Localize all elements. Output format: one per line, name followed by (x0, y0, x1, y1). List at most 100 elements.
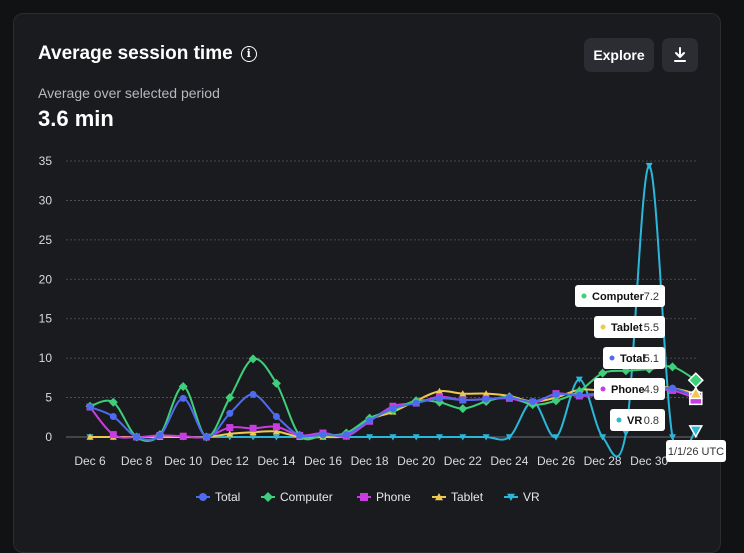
data-point-computer (668, 362, 677, 372)
data-point-total (669, 384, 676, 392)
x-tick-label: Dec 22 (444, 454, 482, 468)
legend-label-phone: Phone (376, 490, 411, 504)
x-tick-label: Dec 12 (211, 454, 249, 468)
hover-point-computer (687, 372, 704, 389)
data-point-total (575, 391, 583, 399)
data-point-computer (178, 382, 188, 392)
data-point-vr (366, 434, 374, 441)
x-tick-label: Dec 6 (74, 454, 106, 468)
data-point-total (552, 390, 560, 398)
tooltip-value: 0.8 (644, 415, 659, 427)
x-tick-label: Dec 8 (121, 454, 153, 468)
legend-marker-tablet (435, 493, 443, 501)
tooltip-computer (575, 285, 665, 307)
data-point-total (366, 416, 374, 424)
data-point-total (156, 431, 164, 439)
y-tick-label: 15 (39, 312, 53, 326)
y-tick-label: 5 (45, 391, 52, 405)
data-point-computer (225, 393, 235, 403)
data-point-vr (645, 162, 653, 170)
data-point-vr (272, 434, 280, 441)
data-point-total (296, 431, 304, 439)
hover-date-label: 1/1/26 UTC (668, 446, 724, 458)
x-tick-label: Dec 26 (537, 454, 575, 468)
data-point-vr (436, 434, 443, 441)
data-point-total (482, 395, 490, 403)
data-point-total (389, 405, 397, 413)
data-point-computer (551, 396, 561, 406)
data-point-tablet (272, 427, 280, 435)
data-point-tablet (226, 430, 234, 437)
tooltip-dot (609, 355, 615, 361)
hover-date-badge (666, 440, 726, 462)
data-point-total (133, 433, 141, 441)
legend-label-vr: VR (523, 490, 540, 504)
data-point-total (505, 394, 513, 402)
data-point-total (203, 433, 210, 441)
data-point-vr (575, 376, 583, 383)
data-point-vr (459, 434, 467, 441)
tooltip-series-name: Computer (592, 291, 645, 303)
y-tick-label: 0 (45, 430, 52, 444)
data-point-computer (108, 397, 118, 407)
data-point-phone (226, 424, 234, 432)
data-point-computer (598, 368, 608, 378)
download-button[interactable] (662, 38, 698, 72)
tooltip-series-name: Phone (611, 384, 645, 396)
data-point-total (179, 394, 187, 402)
data-point-vr (249, 434, 257, 441)
x-tick-label: Dec 10 (164, 454, 202, 468)
y-tick-label: 10 (39, 351, 53, 365)
data-point-total (86, 403, 94, 411)
tooltip-series-name: Total (620, 353, 645, 365)
x-tick-label: Dec 16 (304, 454, 342, 468)
tooltip-dot (581, 293, 587, 299)
average-metric-value: 3.6 min (38, 106, 114, 131)
data-point-total (436, 394, 443, 402)
data-point-computer (458, 404, 468, 414)
explore-button[interactable]: Explore (584, 38, 654, 72)
x-tick-label: Dec 18 (351, 454, 389, 468)
data-point-phone (179, 432, 187, 440)
data-point-vr (505, 434, 513, 441)
data-point-phone (272, 423, 280, 431)
y-tick-label: 25 (39, 233, 53, 247)
tooltip-value: 7.2 (644, 291, 659, 303)
card-title: Average session time i (38, 43, 257, 65)
hover-point-vr (688, 425, 704, 439)
data-point-vr (389, 434, 397, 441)
title-text: Average session time (38, 43, 233, 64)
x-tick-label: Dec 24 (490, 454, 528, 468)
tooltip-dot (600, 386, 606, 392)
tooltip-vr (610, 409, 665, 431)
tooltip-value: 4.9 (644, 384, 659, 396)
data-point-total (529, 398, 537, 406)
data-point-total (272, 412, 280, 420)
data-point-computer (271, 378, 281, 388)
tooltip-series-name: Tablet (611, 322, 643, 334)
data-point-vr (552, 434, 560, 441)
data-point-total (109, 412, 117, 420)
data-point-phone (109, 431, 117, 439)
tooltip-series-name: VR (627, 415, 642, 427)
legend-marker-computer (263, 492, 273, 502)
x-tick-label: Dec 30 (630, 454, 668, 468)
data-point-total (226, 409, 234, 417)
tooltip-value: 5.5 (644, 322, 659, 334)
tooltip-dot (600, 324, 606, 330)
tooltip-tablet (594, 316, 665, 338)
data-point-tablet (459, 390, 467, 397)
data-point-computer (248, 354, 258, 364)
data-point-tablet (436, 387, 443, 395)
data-point-vr (622, 430, 630, 437)
period-subtitle: Average over selected period (38, 85, 220, 101)
legend-label-computer: Computer (280, 490, 333, 504)
legend-marker-phone (360, 493, 368, 501)
data-point-total (459, 396, 467, 404)
tooltip-dot (616, 417, 622, 423)
tooltip-value: 5.1 (644, 353, 659, 365)
y-tick-label: 35 (39, 154, 53, 168)
data-point-tablet (86, 433, 94, 440)
legend-label-tablet: Tablet (451, 490, 484, 504)
info-icon[interactable]: i (240, 46, 257, 62)
